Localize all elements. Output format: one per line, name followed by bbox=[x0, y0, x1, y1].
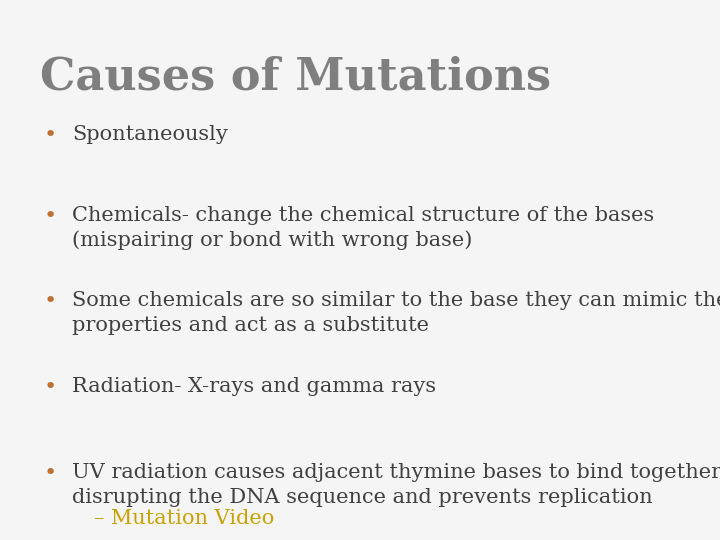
Text: Causes of Mutations: Causes of Mutations bbox=[40, 55, 551, 98]
Text: – Mutation Video: – Mutation Video bbox=[94, 509, 274, 528]
Text: Spontaneously: Spontaneously bbox=[73, 125, 228, 144]
FancyBboxPatch shape bbox=[0, 0, 553, 540]
Text: •: • bbox=[44, 292, 57, 312]
Text: •: • bbox=[44, 377, 57, 397]
Text: •: • bbox=[44, 463, 57, 483]
Text: Some chemicals are so similar to the base they can mimic the
properties and act : Some chemicals are so similar to the bas… bbox=[73, 292, 720, 335]
Text: Chemicals- change the chemical structure of the bases
(mispairing or bond with w: Chemicals- change the chemical structure… bbox=[73, 206, 654, 251]
Text: •: • bbox=[44, 206, 57, 226]
Text: •: • bbox=[44, 125, 57, 145]
Text: UV radiation causes adjacent thymine bases to bind together
disrupting the DNA s: UV radiation causes adjacent thymine bas… bbox=[73, 463, 720, 508]
Text: Radiation- X-rays and gamma rays: Radiation- X-rays and gamma rays bbox=[73, 377, 436, 396]
